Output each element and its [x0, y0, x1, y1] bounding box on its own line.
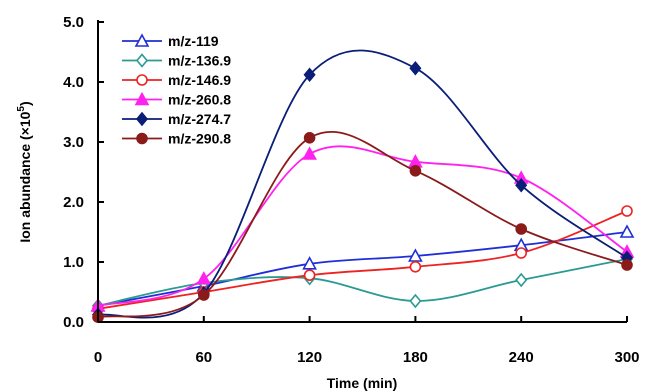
data-point: [619, 224, 635, 238]
series-line: [97, 145, 628, 307]
series-m-z-290-8: [92, 131, 633, 324]
data-point: [302, 256, 317, 270]
legend-marker: [136, 132, 148, 145]
legend-marker: [135, 53, 149, 68]
ticks-layer: 0.0 1.0 2.0 3.0 4.0 5.0 0 60 120 180 240 300: [63, 14, 639, 366]
data-point: [515, 247, 528, 259]
y-tick-label: 1.0: [63, 254, 84, 271]
series-line: [97, 258, 628, 307]
series-m-z-260-8: [90, 145, 635, 312]
series-line: [97, 131, 628, 319]
legend-marker: [134, 91, 150, 106]
y-tick-label: 3.0: [63, 134, 84, 151]
data-point: [621, 259, 633, 271]
legend-entry: m/z-146.9: [122, 72, 231, 88]
legend-entry: m/z-274.7: [122, 111, 231, 127]
data-point: [515, 223, 528, 235]
series-line: [97, 231, 628, 307]
legend-label: m/z-146.9: [168, 72, 231, 88]
series-layer: [90, 49, 635, 324]
x-tick-label: 60: [195, 349, 212, 366]
data-point: [198, 289, 210, 301]
series-m-z-146-9: [92, 205, 633, 315]
data-point: [303, 67, 316, 83]
x-axis-title: Time (min): [327, 375, 398, 391]
legend-label: m/z-119: [168, 33, 219, 49]
data-point: [303, 132, 316, 144]
data-point: [409, 293, 422, 309]
x-tick-label: 180: [403, 349, 428, 366]
y-axis-title-close: ): [17, 101, 33, 106]
legend: m/z-119 m/z-136.9 m/z-146.9 m/z-260.8 m/z-27…: [122, 33, 231, 147]
data-point: [303, 269, 316, 282]
legend-label: m/z-290.8: [168, 131, 231, 147]
x-tick-label: 240: [509, 349, 534, 366]
y-axis-title-mult: ×10: [17, 111, 33, 135]
y-axis-title: Ion abundance (×105): [16, 101, 33, 242]
legend-label: m/z-274.7: [168, 111, 231, 127]
legend-marker: [136, 74, 148, 86]
series-line: [97, 210, 628, 310]
legend-entry: m/z-136.9: [122, 53, 231, 69]
y-tick-label: 2.0: [63, 194, 84, 211]
x-tick-label: 300: [614, 349, 639, 366]
data-point: [621, 205, 633, 217]
legend-marker: [134, 33, 150, 47]
legend-entry: m/z-290.8: [122, 131, 231, 147]
y-axis-title-main: Ion abundance (: [17, 135, 33, 243]
data-point: [409, 165, 422, 177]
legend-entry: m/z-260.8: [122, 92, 231, 108]
series-m-z-119: [90, 224, 635, 312]
axes-layer: [97, 20, 627, 323]
legend-entry: m/z-119: [122, 33, 219, 49]
y-tick-label: 4.0: [63, 74, 84, 91]
y-tick-label: 0.0: [63, 314, 84, 331]
legend-marker: [135, 111, 149, 127]
y-axis-title-exp: 5: [16, 106, 27, 112]
data-point: [302, 146, 317, 160]
legend-label: m/z-260.8: [168, 92, 231, 108]
data-point: [409, 60, 422, 76]
legend-label: m/z-136.9: [168, 53, 231, 69]
x-tick-label: 0: [94, 349, 102, 366]
data-point: [196, 271, 212, 285]
data-point: [409, 260, 422, 273]
y-tick-label: 5.0: [63, 14, 84, 31]
data-point: [515, 272, 528, 288]
series-m-z-136-9: [91, 251, 634, 314]
data-point: [515, 177, 528, 193]
x-tick-label: 120: [297, 349, 322, 366]
